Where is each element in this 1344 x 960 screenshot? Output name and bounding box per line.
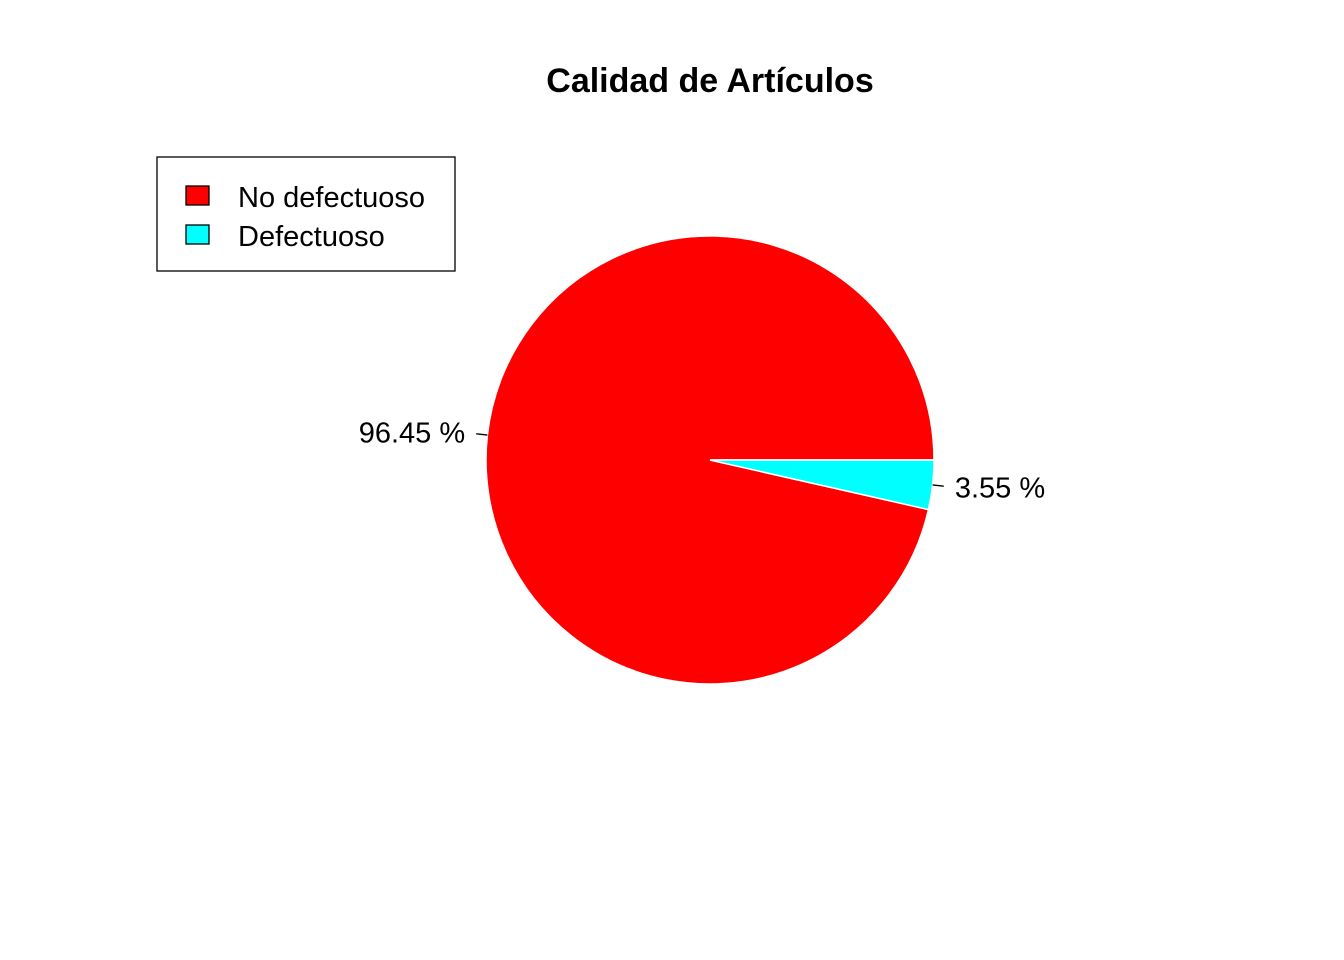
chart-title: Calidad de Artículos: [546, 62, 873, 100]
slice-label-defectuoso: 3.55 %: [955, 472, 1045, 504]
label-tick-no-defectuoso: [476, 433, 488, 436]
legend-swatch-defectuoso: [185, 224, 210, 245]
legend-label-no-defectuoso: No defectuoso: [238, 182, 425, 214]
pie-labels: 96.45 % 3.55 %: [359, 418, 1045, 505]
label-tick-defectuoso: [932, 484, 944, 487]
pie-slice-defectuoso: [709, 459, 935, 511]
legend-label-defectuoso: Defectuoso: [238, 221, 385, 253]
slice-label-no-defectuoso: 96.45 %: [359, 418, 465, 450]
legend: No defectuoso Defectuoso: [156, 156, 456, 272]
pie-slices: [485, 235, 935, 685]
legend-swatch-no-defectuoso: [185, 185, 210, 206]
legend-box: [156, 156, 456, 272]
